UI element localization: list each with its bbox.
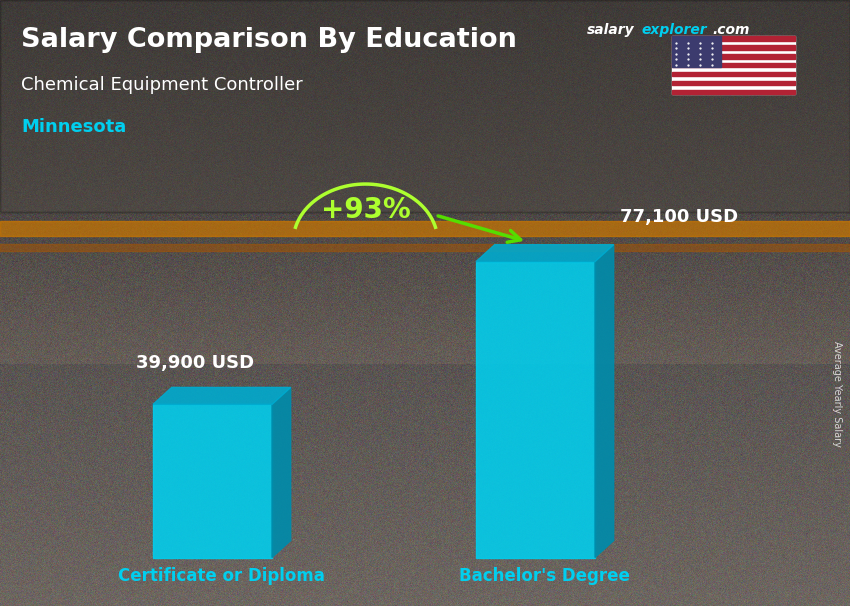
- Bar: [672, 36, 795, 41]
- Bar: [672, 90, 795, 94]
- Bar: [672, 45, 795, 50]
- Polygon shape: [595, 245, 614, 558]
- Text: salary: salary: [586, 23, 634, 37]
- Bar: [672, 72, 795, 76]
- Text: +93%: +93%: [320, 196, 411, 224]
- Text: .com: .com: [712, 23, 750, 37]
- Bar: [672, 63, 795, 67]
- Text: 77,100 USD: 77,100 USD: [620, 208, 739, 227]
- Bar: [0, 221, 850, 236]
- Text: Chemical Equipment Controller: Chemical Equipment Controller: [21, 76, 303, 94]
- Text: 39,900 USD: 39,900 USD: [137, 355, 254, 372]
- Polygon shape: [153, 387, 291, 404]
- Text: Certificate or Diploma: Certificate or Diploma: [118, 567, 326, 585]
- Bar: [0, 0, 850, 212]
- Text: Bachelor's Degree: Bachelor's Degree: [459, 567, 631, 585]
- Text: Minnesota: Minnesota: [21, 118, 127, 136]
- Text: Average Yearly Salary: Average Yearly Salary: [832, 341, 842, 447]
- Bar: [672, 36, 795, 94]
- Polygon shape: [272, 387, 291, 558]
- Text: explorer: explorer: [642, 23, 707, 37]
- Bar: [476, 262, 595, 558]
- Bar: [0, 244, 850, 251]
- Bar: [672, 54, 795, 59]
- Bar: [153, 404, 272, 558]
- Bar: [672, 36, 721, 67]
- Polygon shape: [476, 245, 614, 262]
- Bar: [672, 81, 795, 85]
- Text: Salary Comparison By Education: Salary Comparison By Education: [21, 27, 517, 53]
